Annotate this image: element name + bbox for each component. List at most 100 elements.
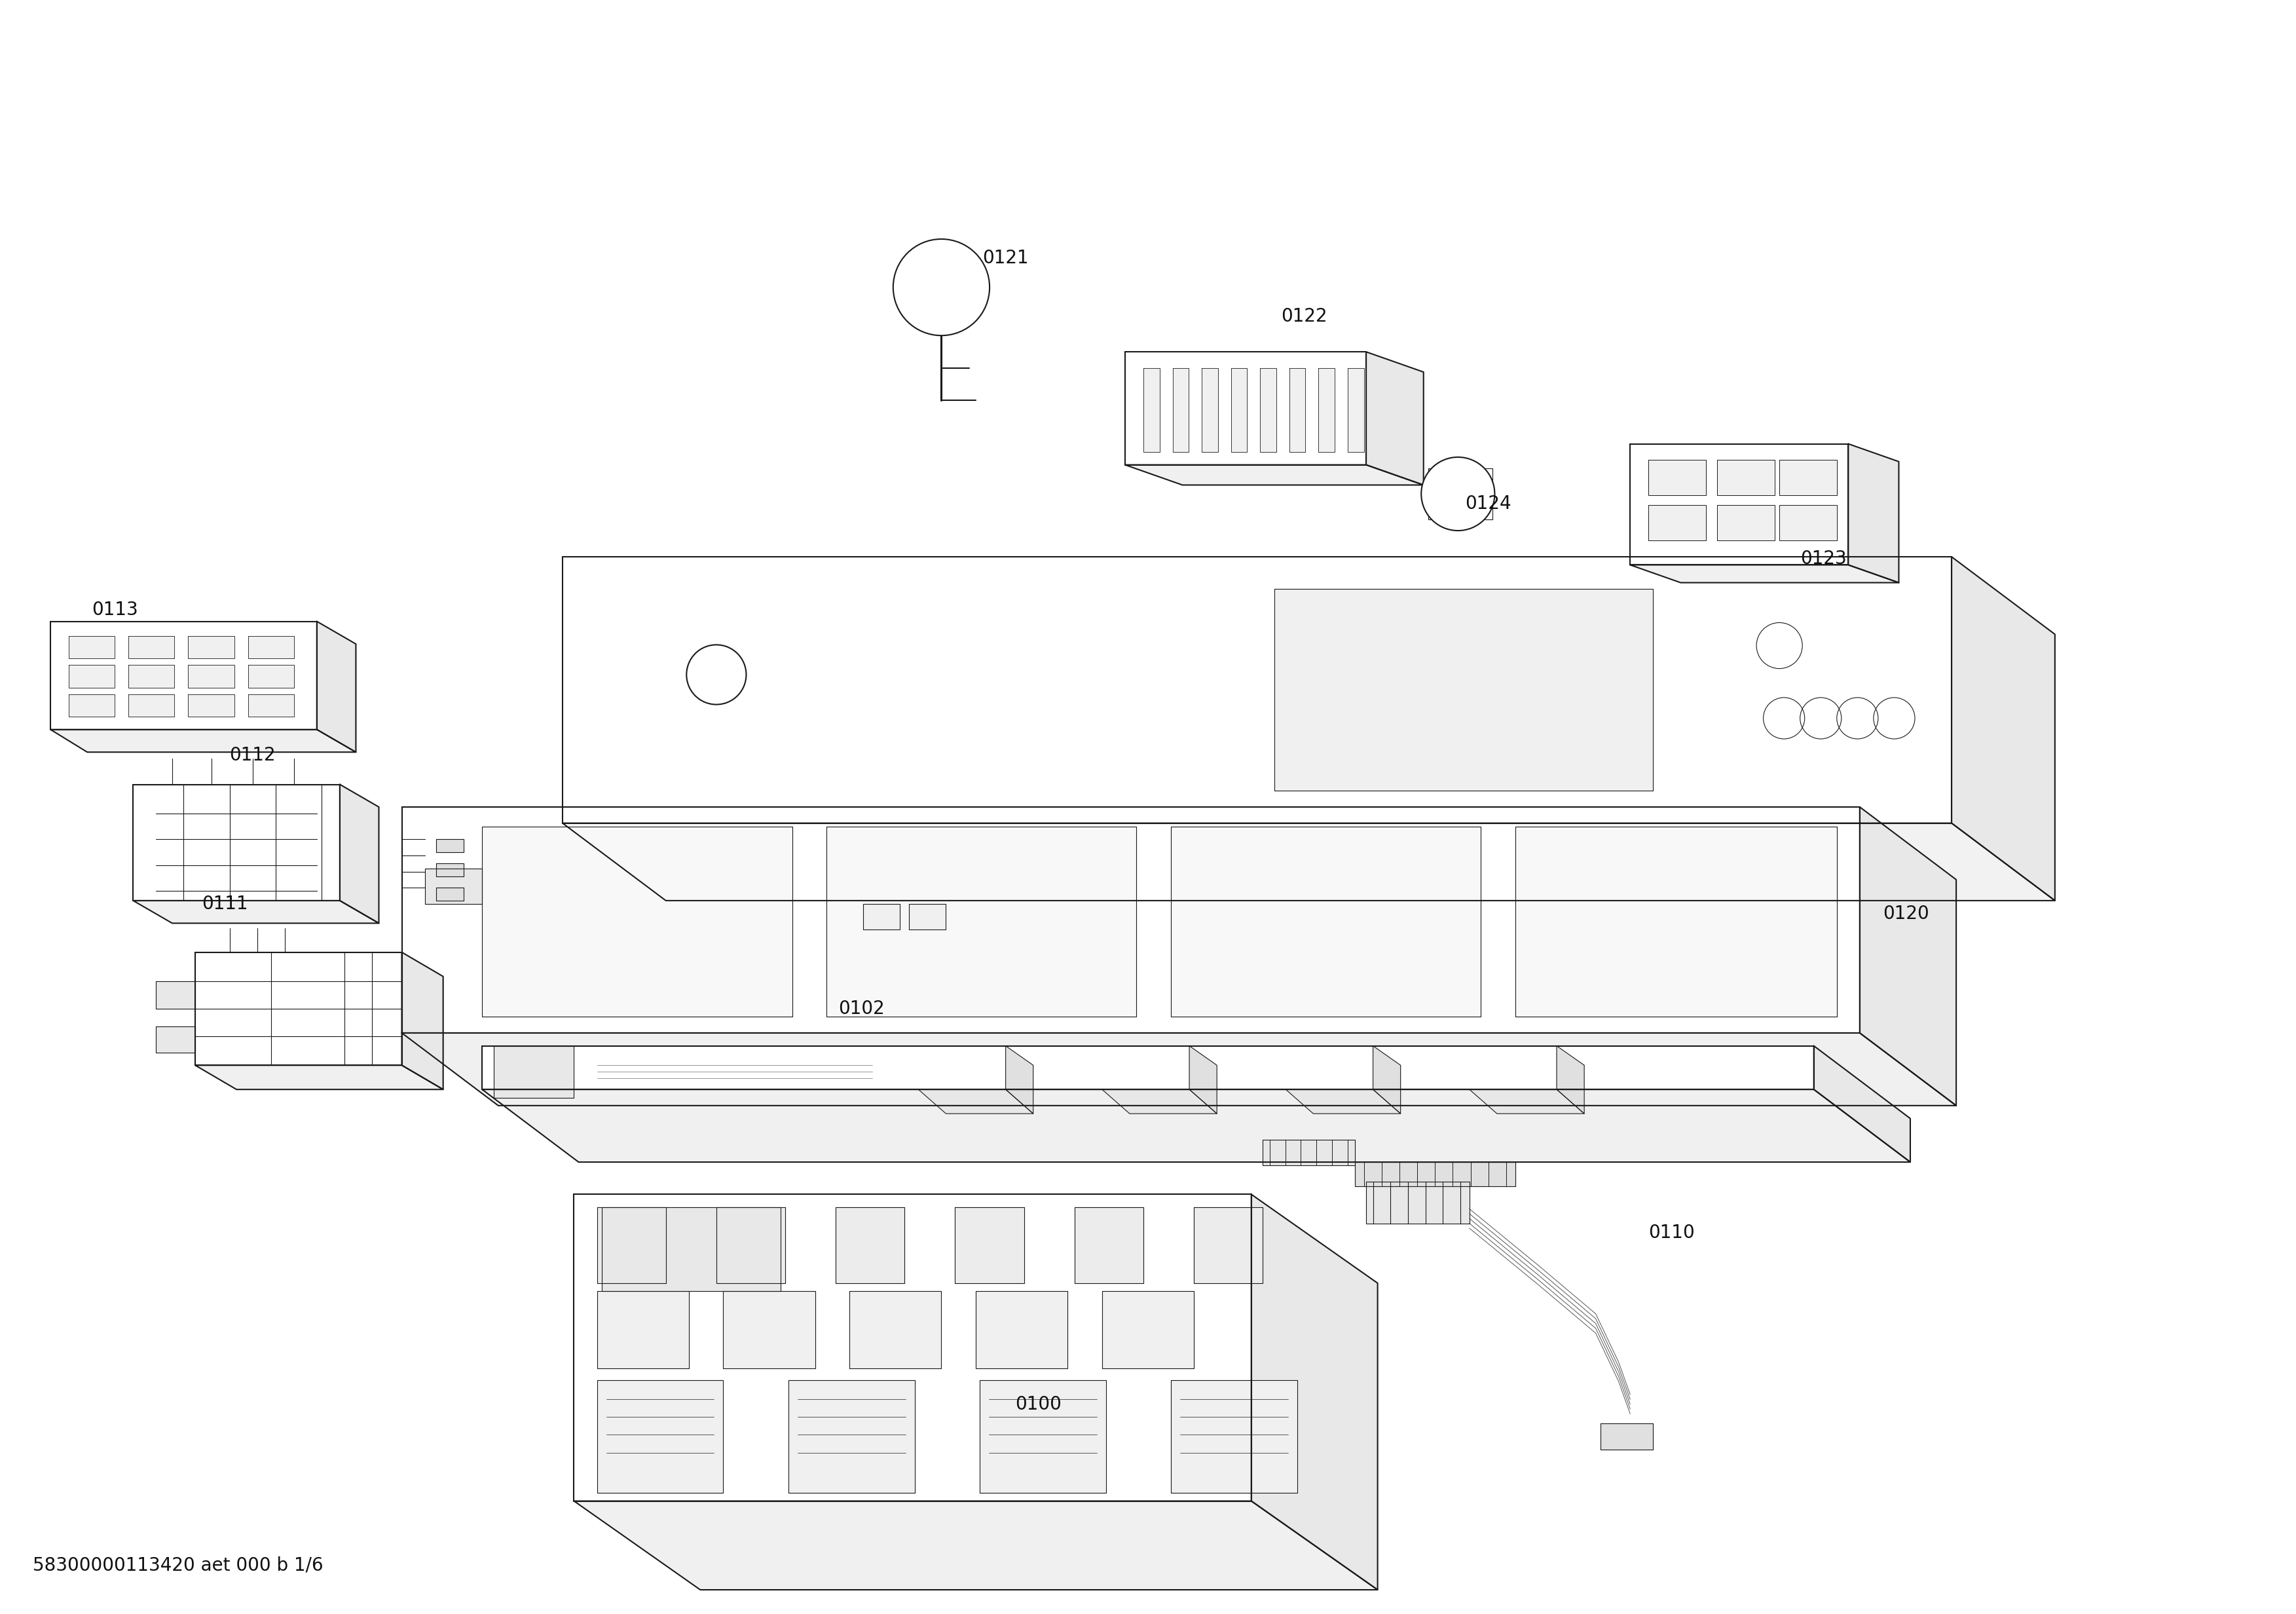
Text: 0123: 0123 (1800, 549, 1846, 568)
Polygon shape (723, 1291, 815, 1369)
Polygon shape (918, 1089, 1033, 1114)
Polygon shape (574, 1501, 1378, 1590)
Polygon shape (1649, 460, 1706, 495)
Polygon shape (863, 904, 900, 930)
Polygon shape (563, 823, 2055, 901)
Polygon shape (156, 1027, 195, 1052)
Polygon shape (1779, 460, 1837, 495)
Polygon shape (248, 694, 294, 717)
Polygon shape (716, 1207, 785, 1283)
Polygon shape (1102, 1089, 1217, 1114)
Polygon shape (129, 694, 174, 717)
Polygon shape (1366, 1181, 1469, 1223)
Polygon shape (1173, 368, 1189, 452)
Polygon shape (1102, 1291, 1194, 1369)
Polygon shape (1348, 368, 1364, 452)
Polygon shape (1318, 368, 1334, 452)
Polygon shape (1366, 352, 1424, 486)
Circle shape (1874, 697, 1915, 739)
Polygon shape (788, 1380, 914, 1493)
Polygon shape (1355, 1162, 1515, 1186)
Polygon shape (1860, 807, 1956, 1106)
Polygon shape (1952, 557, 2055, 901)
Polygon shape (1649, 505, 1706, 541)
Polygon shape (1515, 826, 1837, 1017)
Polygon shape (402, 952, 443, 1089)
Polygon shape (133, 901, 379, 923)
Polygon shape (482, 826, 792, 1017)
Polygon shape (129, 665, 174, 688)
Polygon shape (1263, 1139, 1355, 1165)
Text: 0100: 0100 (1015, 1394, 1061, 1414)
Circle shape (1800, 697, 1841, 739)
Polygon shape (425, 868, 482, 904)
Polygon shape (1286, 1089, 1401, 1114)
Polygon shape (1717, 460, 1775, 495)
Polygon shape (1469, 1089, 1584, 1114)
Polygon shape (436, 863, 464, 876)
Polygon shape (188, 636, 234, 659)
Polygon shape (1251, 1194, 1378, 1590)
Polygon shape (597, 1207, 666, 1283)
Polygon shape (1630, 444, 1848, 565)
Polygon shape (1557, 1046, 1584, 1114)
Polygon shape (1006, 1046, 1033, 1114)
Polygon shape (51, 621, 317, 730)
Polygon shape (1125, 465, 1424, 486)
Polygon shape (482, 1046, 1814, 1089)
Polygon shape (51, 730, 356, 752)
Text: 0122: 0122 (1281, 307, 1327, 326)
Polygon shape (909, 904, 946, 930)
Polygon shape (1201, 368, 1217, 452)
Polygon shape (436, 839, 464, 852)
Circle shape (1756, 623, 1802, 668)
Polygon shape (1848, 444, 1899, 583)
Polygon shape (976, 1291, 1068, 1369)
Polygon shape (1171, 1380, 1297, 1493)
Polygon shape (188, 694, 234, 717)
Text: 0110: 0110 (1649, 1223, 1694, 1243)
Polygon shape (597, 1380, 723, 1493)
Polygon shape (1600, 1424, 1653, 1449)
Polygon shape (402, 1033, 1956, 1106)
Polygon shape (188, 665, 234, 688)
Polygon shape (1428, 468, 1492, 520)
Polygon shape (850, 1291, 941, 1369)
Polygon shape (836, 1207, 905, 1283)
Polygon shape (1779, 505, 1837, 541)
Polygon shape (574, 1194, 1251, 1501)
Polygon shape (494, 1046, 574, 1098)
Circle shape (1763, 697, 1805, 739)
Polygon shape (1125, 352, 1366, 465)
Polygon shape (1814, 1046, 1910, 1162)
Text: 0113: 0113 (92, 600, 138, 620)
Polygon shape (195, 952, 402, 1065)
Polygon shape (1189, 1046, 1217, 1114)
Polygon shape (248, 636, 294, 659)
Text: 0102: 0102 (838, 999, 884, 1018)
Polygon shape (955, 1207, 1024, 1283)
Text: 0111: 0111 (202, 894, 248, 914)
Polygon shape (195, 1065, 443, 1089)
Polygon shape (1261, 368, 1277, 452)
Polygon shape (1274, 589, 1653, 791)
Polygon shape (317, 621, 356, 752)
Polygon shape (133, 784, 340, 901)
Polygon shape (129, 636, 174, 659)
Text: 0112: 0112 (230, 746, 276, 765)
Polygon shape (1290, 368, 1306, 452)
Polygon shape (1373, 1046, 1401, 1114)
Polygon shape (156, 981, 195, 1009)
Polygon shape (1171, 826, 1481, 1017)
Circle shape (687, 646, 746, 704)
Polygon shape (248, 665, 294, 688)
Polygon shape (1717, 505, 1775, 541)
Polygon shape (1143, 368, 1159, 452)
Polygon shape (436, 888, 464, 901)
Polygon shape (69, 694, 115, 717)
Text: 0120: 0120 (1883, 904, 1929, 923)
Text: 58300000113420 aet 000 b 1/6: 58300000113420 aet 000 b 1/6 (32, 1556, 324, 1575)
Circle shape (1837, 697, 1878, 739)
Polygon shape (1231, 368, 1247, 452)
Polygon shape (563, 557, 1952, 823)
